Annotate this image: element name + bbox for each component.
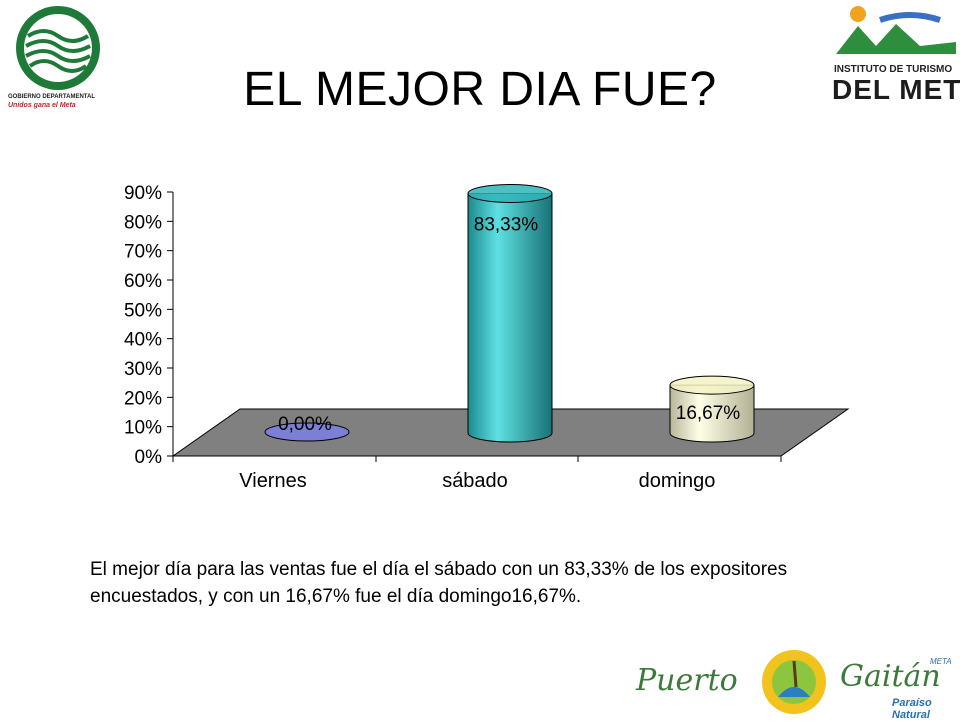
instituto-turismo-logo: INSTITUTO DE TURISMO DEL META <box>830 2 960 110</box>
gobierno-logo: GOBIERNO DEPARTAMENTAL Unidos gana el Me… <box>4 2 116 112</box>
data-label: 0,00% <box>278 414 332 435</box>
puerto-gaitan-logo: Puerto Gaitán META Paraíso Natural <box>630 643 960 721</box>
bar-top <box>467 183 553 203</box>
bar-sábado <box>467 183 553 443</box>
y-tick-label: 10% <box>124 418 162 439</box>
y-tick-label: 40% <box>124 330 162 351</box>
y-tick-label: 70% <box>124 242 162 263</box>
x-category-label: sábado <box>442 470 508 492</box>
puerto-gaitan-region: META <box>930 657 952 666</box>
puerto-gaitan-word-1: Puerto <box>636 663 738 698</box>
gobierno-emblem-icon <box>16 6 100 90</box>
x-category-label: domingo <box>639 470 716 492</box>
x-category-label: Viernes <box>239 470 306 492</box>
bar-top <box>264 422 350 442</box>
chart-description: El mejor día para las ventas fue el día … <box>90 559 788 607</box>
puerto-gaitan-tagline: Paraíso Natural <box>892 697 932 721</box>
y-tick-label: 60% <box>124 271 162 292</box>
y-tick-label: 20% <box>124 388 162 409</box>
bar-domingo <box>669 375 755 443</box>
data-label: 16,67% <box>676 403 741 424</box>
instituto-line-2: DEL META <box>832 74 960 105</box>
bar-chart: 0% 10% 20% 30% 40% 50% 60% 70% 80% 90% Viernes sáb… <box>124 183 850 492</box>
puerto-gaitan-word-2: Gaitán <box>840 659 941 694</box>
sun-palm-icon <box>762 650 826 714</box>
instituto-line-1: INSTITUTO DE TURISMO <box>834 64 953 75</box>
y-tick-label: 0% <box>135 447 163 468</box>
bar-top <box>669 375 755 395</box>
gobierno-caption: GOBIERNO DEPARTAMENTAL <box>8 94 95 100</box>
instituto-emblem-icon <box>836 6 956 54</box>
y-tick-label: 30% <box>124 359 162 380</box>
y-tick-label: 90% <box>124 183 162 204</box>
bar-body <box>669 384 755 443</box>
bar-body <box>467 192 553 443</box>
gobierno-slogan: Unidos gana el Meta <box>8 102 76 109</box>
slide-title: EL MEJOR DIA FUE? <box>243 63 717 116</box>
y-tick-label: 50% <box>124 300 162 321</box>
bar-viernes <box>264 422 350 442</box>
data-label: 83,33% <box>474 214 539 235</box>
y-tick-label: 80% <box>124 212 162 233</box>
